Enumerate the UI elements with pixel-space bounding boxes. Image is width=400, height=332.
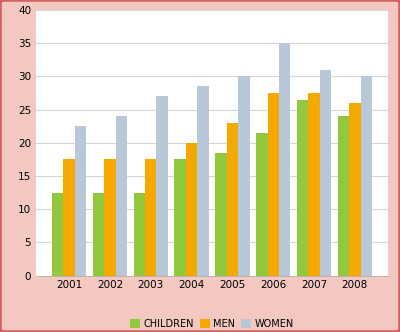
Bar [52, 193, 64, 276]
Bar [197, 86, 209, 276]
Bar [134, 193, 145, 276]
Bar [215, 153, 227, 276]
Bar [145, 159, 156, 276]
Bar [349, 103, 360, 276]
Bar [64, 159, 75, 276]
Bar [104, 159, 116, 276]
Bar [268, 93, 279, 276]
Bar [338, 116, 349, 276]
Bar [156, 96, 168, 276]
Bar [308, 93, 320, 276]
Bar [116, 116, 127, 276]
Bar [360, 76, 372, 276]
Bar [297, 100, 308, 276]
Bar [93, 193, 104, 276]
Bar [186, 143, 197, 276]
Bar [227, 123, 238, 276]
Bar [279, 43, 290, 276]
Bar [256, 133, 268, 276]
Bar [75, 126, 86, 276]
Bar [238, 76, 250, 276]
Bar [174, 159, 186, 276]
Legend: CHILDREN, MEN, WOMEN: CHILDREN, MEN, WOMEN [126, 315, 298, 332]
Bar [320, 70, 331, 276]
